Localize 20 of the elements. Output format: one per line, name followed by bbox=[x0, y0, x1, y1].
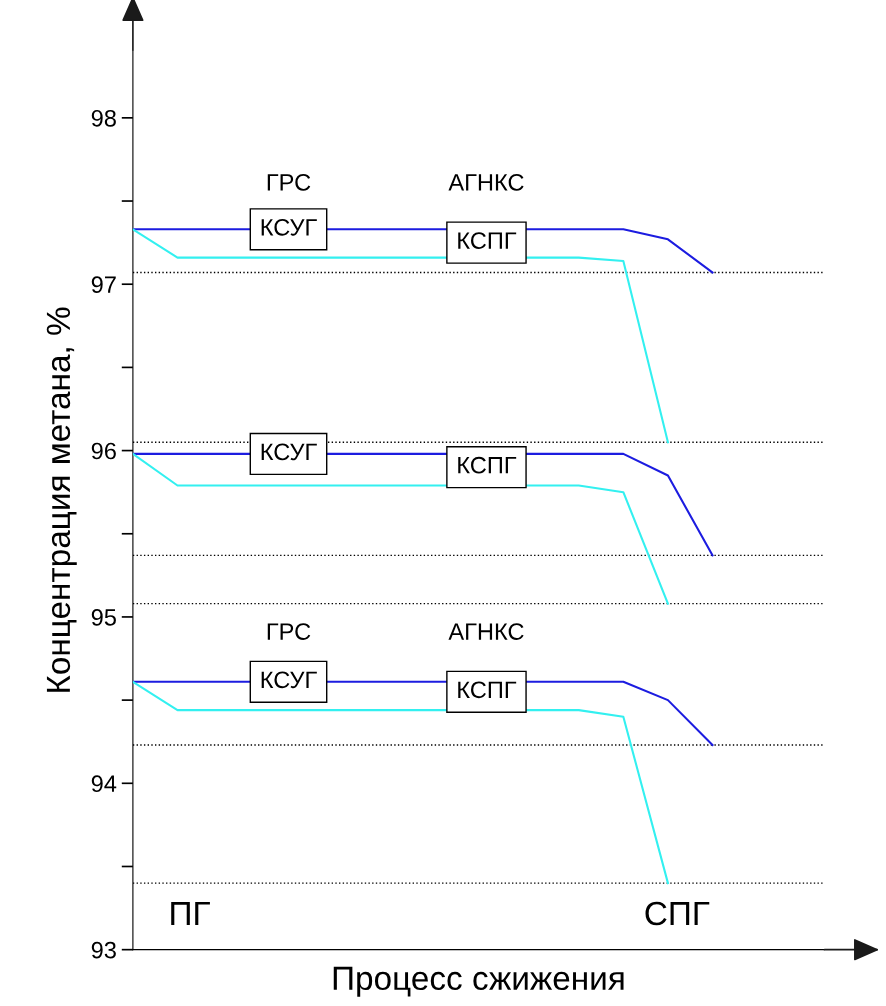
annotation: ГРС bbox=[267, 623, 311, 640]
annotation: КСПГ bbox=[458, 456, 517, 474]
annotation: КСПГ bbox=[458, 681, 517, 699]
annotation: ПГ bbox=[171, 902, 210, 926]
y-tick-label: 94 bbox=[91, 775, 117, 793]
annotation: АГНКС bbox=[448, 623, 524, 640]
annotation: КСПГ bbox=[458, 232, 517, 249]
y-tick-label: 98 bbox=[91, 109, 116, 127]
annotation: СПГ bbox=[645, 901, 710, 926]
annotation: КСУГ bbox=[261, 443, 317, 461]
y-tick-label: 96 bbox=[91, 442, 116, 460]
y-tick-label: 93 bbox=[91, 941, 116, 959]
y-axis-title: Концентрация метана, % bbox=[46, 307, 77, 692]
annotation: ГРС bbox=[267, 174, 311, 191]
annotation: АГНКС bbox=[448, 174, 524, 191]
annotation: КСУГ bbox=[261, 218, 317, 236]
y-tick-label: 97 bbox=[91, 276, 116, 293]
annotation: КСУГ bbox=[261, 671, 317, 689]
y-tick-label: 95 bbox=[91, 609, 116, 626]
x-axis-title: Процесс сжижения bbox=[333, 966, 624, 997]
